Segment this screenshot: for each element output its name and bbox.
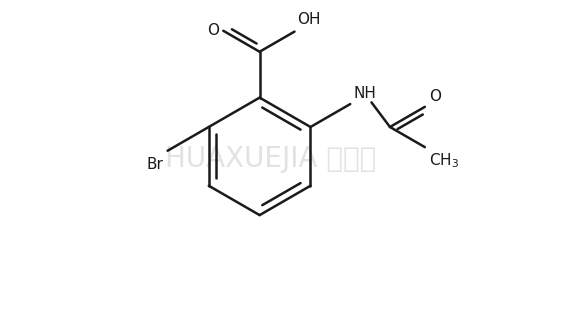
Text: CH$_3$: CH$_3$	[429, 152, 460, 170]
Text: O: O	[429, 89, 441, 104]
Text: O: O	[207, 23, 219, 38]
Text: OH: OH	[297, 12, 321, 27]
Text: Br: Br	[146, 157, 163, 172]
Text: NH: NH	[353, 86, 376, 101]
Text: HUAXUEJIA 化学加: HUAXUEJIA 化学加	[165, 145, 376, 173]
